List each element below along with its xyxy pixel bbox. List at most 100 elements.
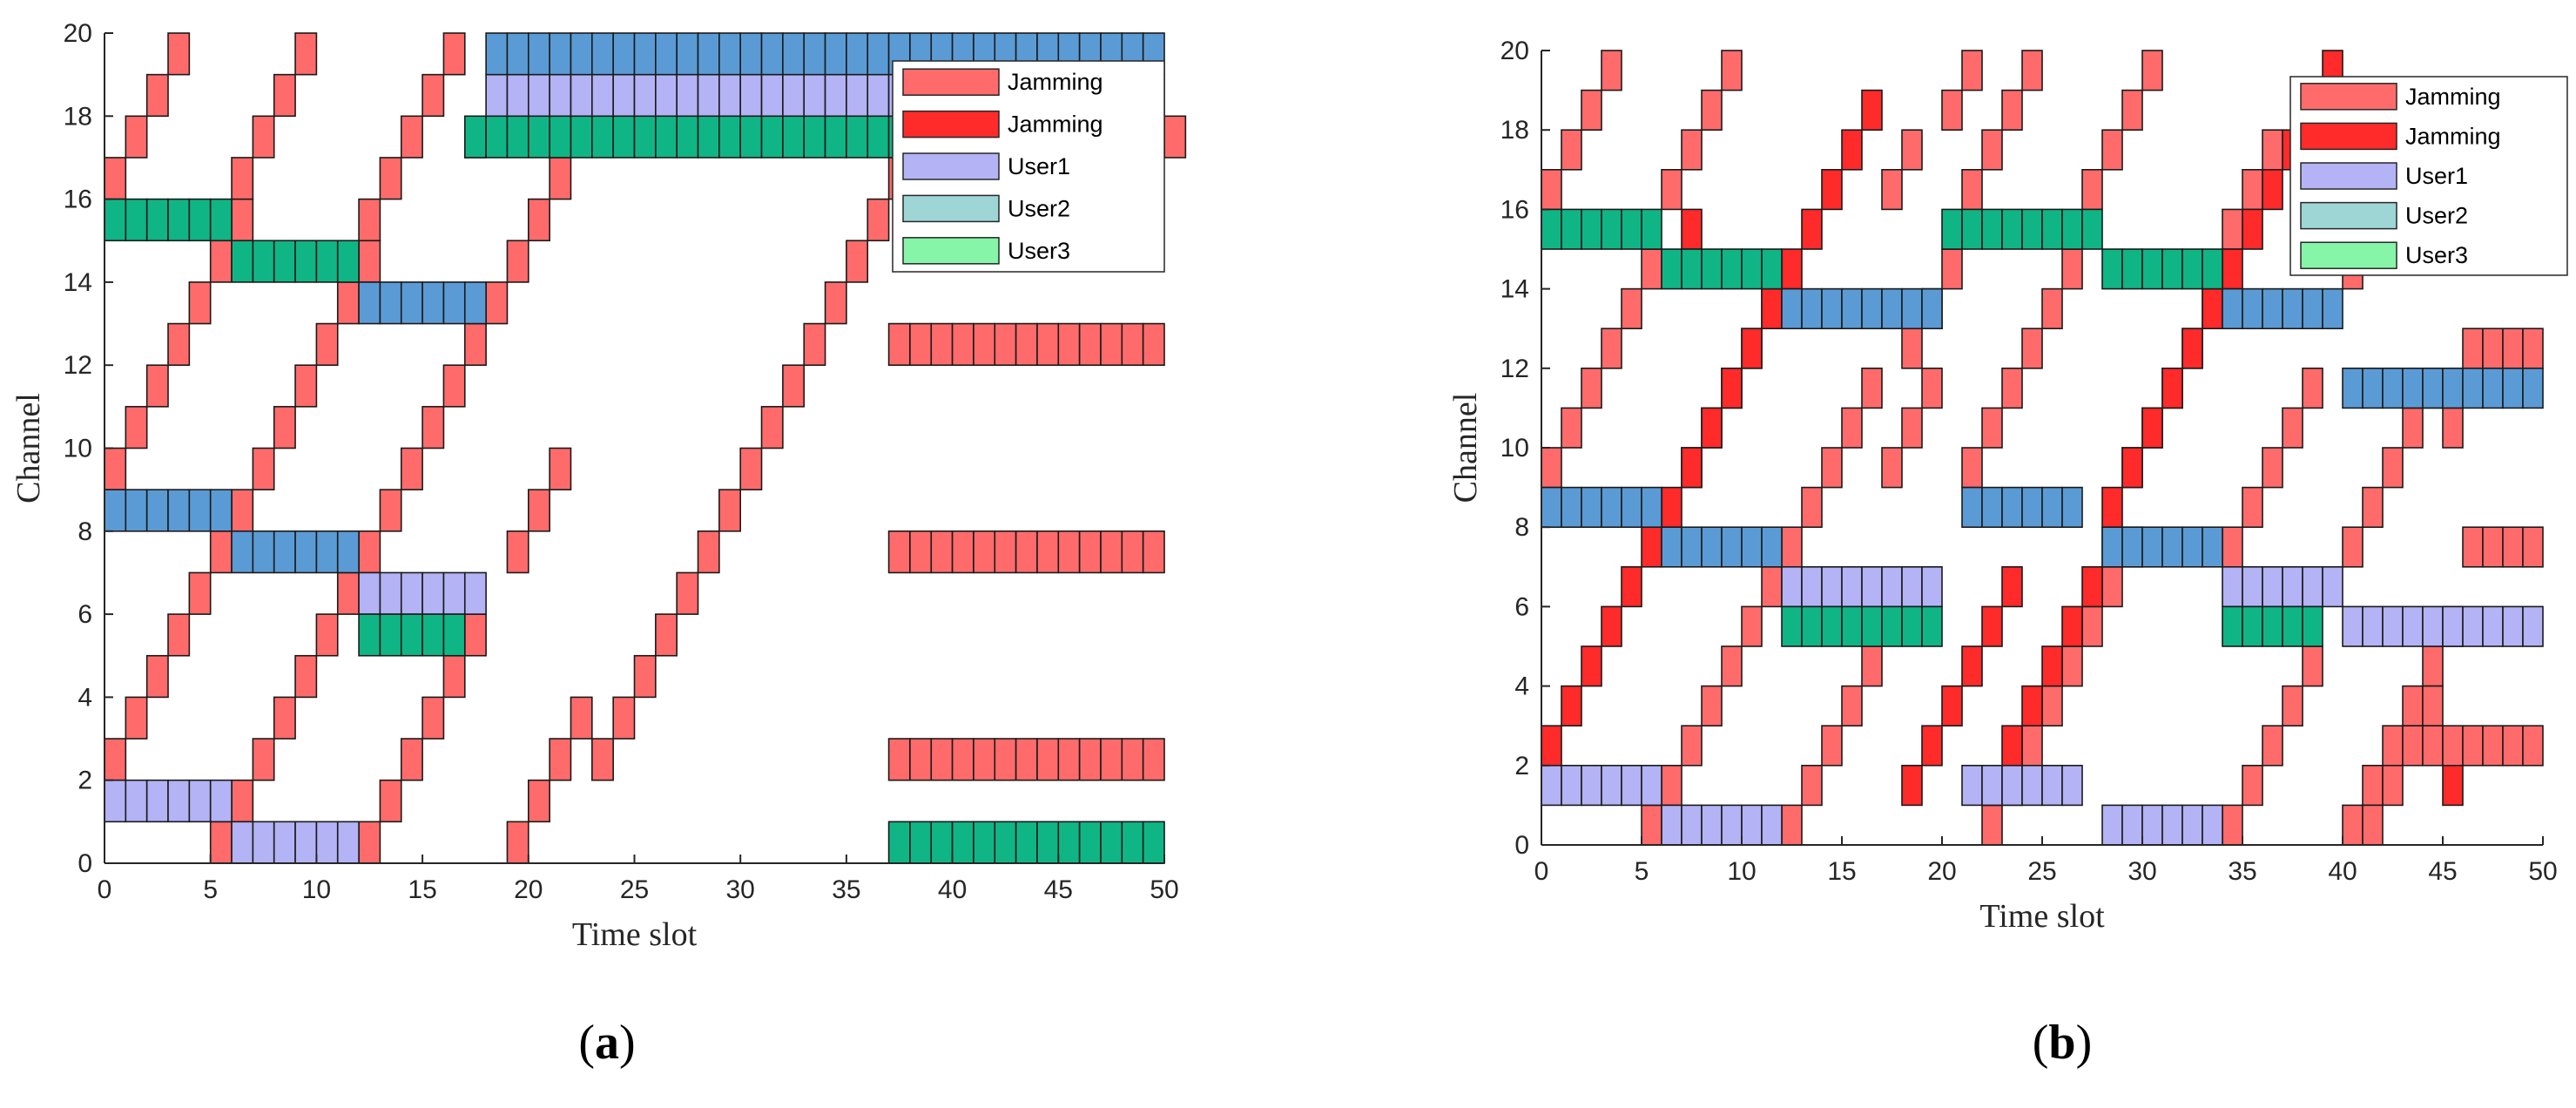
cell-jamming-47-7 xyxy=(2482,526,2504,568)
cell-user3-static-40-0 xyxy=(951,821,974,864)
cell-jamming-strong-7-9 xyxy=(1681,447,1703,489)
cell-jamming-strong-8-10 xyxy=(1701,407,1723,449)
cell-jamming-12-14 xyxy=(358,240,381,283)
cell-jamming-8-10 xyxy=(273,406,296,449)
cell-user1-static-32-18 xyxy=(782,73,806,118)
cell-jamming-7-2 xyxy=(1681,725,1703,767)
y-tick-label: 2 xyxy=(1514,752,1529,780)
cell-jamming-9-4 xyxy=(294,654,318,699)
cell-jamming-23-18 xyxy=(2001,89,2023,131)
cell-jamming-11-13 xyxy=(336,281,360,325)
cell-user2-22-8 xyxy=(1981,486,2003,528)
cell-jamming-strong-1-3 xyxy=(1561,685,1582,726)
cell-user1-25-1 xyxy=(2041,764,2063,807)
x-tick-label: 40 xyxy=(938,875,967,904)
cell-jamming-28-17 xyxy=(2101,129,2123,171)
cell-jamming-28-7 xyxy=(697,530,720,574)
cell-user2-10-7 xyxy=(1741,526,1763,568)
series-jamming xyxy=(1541,50,2544,846)
cell-jamming-34-7 xyxy=(2222,526,2243,568)
cell-user3-static-27-17 xyxy=(676,115,699,159)
cell-jamming-42-2 xyxy=(2382,725,2404,767)
cell-jamming-13-1 xyxy=(379,779,402,823)
cell-user3-15-5 xyxy=(1841,605,1863,647)
cell-user1-10-0 xyxy=(315,821,339,864)
cell-jamming-10-12 xyxy=(315,322,339,366)
cell-user3-static-24-17 xyxy=(612,115,636,159)
cell-jamming-6-8 xyxy=(231,489,254,532)
y-axis-label: Channel xyxy=(10,393,47,503)
cell-jamming-strong-36-16 xyxy=(2262,169,2283,211)
cell-user2-37-13 xyxy=(2282,287,2303,330)
y-tick-label: 20 xyxy=(1500,37,1529,65)
cell-user3-17-5 xyxy=(1881,605,1903,647)
cell-jamming-8-3 xyxy=(1701,685,1723,726)
cell-user2-4-8 xyxy=(1621,486,1642,528)
cell-jamming-1-10 xyxy=(1561,407,1582,449)
cell-jamming-17-5 xyxy=(463,613,487,657)
cell-user1-19-6 xyxy=(1921,565,1943,608)
cell-user3-13-5 xyxy=(379,613,402,657)
cell-user1-8-0 xyxy=(1701,804,1723,846)
cell-user3-static-34-17 xyxy=(824,115,847,159)
cell-jamming-strong-13-15 xyxy=(1801,208,1823,250)
y-tick-label: 0 xyxy=(78,849,92,878)
cell-user3-static-25-17 xyxy=(633,115,657,159)
cell-user3-15-5 xyxy=(421,613,445,657)
cell-jamming-strong-27-6 xyxy=(2081,565,2103,608)
cell-user1-17-6 xyxy=(463,571,487,615)
cell-jamming-27-5 xyxy=(2081,605,2103,647)
cell-jamming-strong-33-13 xyxy=(2202,287,2223,330)
legend-swatch xyxy=(2300,122,2397,151)
cell-jamming-3-19 xyxy=(167,32,191,76)
y-tick-label: 10 xyxy=(64,435,92,463)
cell-user3-static-47-0 xyxy=(1100,821,1123,864)
legend-swatch xyxy=(902,194,1000,223)
cell-user1-49-5 xyxy=(2522,605,2544,647)
cell-jamming-static-38-7 xyxy=(909,530,933,574)
cell-user3-3-15 xyxy=(167,198,191,242)
cell-user2-4-8 xyxy=(188,489,212,532)
cell-jamming-static-43-7 xyxy=(1015,530,1038,574)
cell-jamming-28-6 xyxy=(2101,565,2123,608)
cell-jamming-49-7 xyxy=(2522,526,2544,568)
cell-user2-14-13 xyxy=(400,281,423,325)
legend-swatch xyxy=(2300,201,2397,230)
cell-jamming-0-16 xyxy=(104,157,127,200)
x-tick-label: 5 xyxy=(203,875,218,904)
cell-jamming-22-10 xyxy=(1981,407,2003,449)
cell-jamming-22-17 xyxy=(1981,129,2003,171)
cell-jamming-5-7 xyxy=(209,530,233,574)
cell-jamming-41-1 xyxy=(2362,764,2384,807)
cell-jamming-strong-16-18 xyxy=(1861,89,1883,131)
cell-jamming-48-7 xyxy=(2502,526,2524,568)
cell-user1-static-33-18 xyxy=(803,73,826,118)
x-tick-label: 10 xyxy=(302,875,331,904)
cell-jamming-1-3 xyxy=(125,696,148,740)
legend-label: User3 xyxy=(1008,238,1070,264)
cell-jamming-8-18 xyxy=(1701,89,1723,131)
cell-jamming-44-4 xyxy=(2422,645,2444,687)
cell-jamming-34-15 xyxy=(2222,208,2243,250)
cell-jamming-19-14 xyxy=(506,240,529,283)
cell-user3-19-5 xyxy=(1921,605,1943,647)
cell-user2-static-18-19 xyxy=(485,32,509,76)
cell-user1-42-5 xyxy=(2382,605,2404,647)
cell-user1-1-1 xyxy=(125,779,148,823)
cell-jamming-static-49-2 xyxy=(1142,738,1165,781)
x-tick-label: 30 xyxy=(2128,857,2156,886)
cell-jamming-static-42-12 xyxy=(994,322,1017,366)
cell-user1-1-1 xyxy=(1561,764,1582,807)
cell-user3-16-5 xyxy=(1861,605,1883,647)
cell-user1-28-0 xyxy=(2101,804,2123,846)
cell-jamming-12-7 xyxy=(358,530,381,574)
cell-user1-static-19-18 xyxy=(506,73,529,118)
chart-panel-b: 0 5 10 15 20 25 30 35 40 45 50 0 2 4 6 8 10 12 14 16 18 20 Tim… xyxy=(1437,0,2576,1010)
legend-label: User2 xyxy=(1008,195,1070,221)
cell-jamming-19-7 xyxy=(506,530,529,574)
cell-jamming-static-42-7 xyxy=(994,530,1017,574)
series-user3 xyxy=(104,198,466,657)
cell-jamming-19-11 xyxy=(1921,367,1943,409)
cell-jamming-36-9 xyxy=(2262,447,2283,489)
cell-user3-13-5 xyxy=(1801,605,1823,647)
